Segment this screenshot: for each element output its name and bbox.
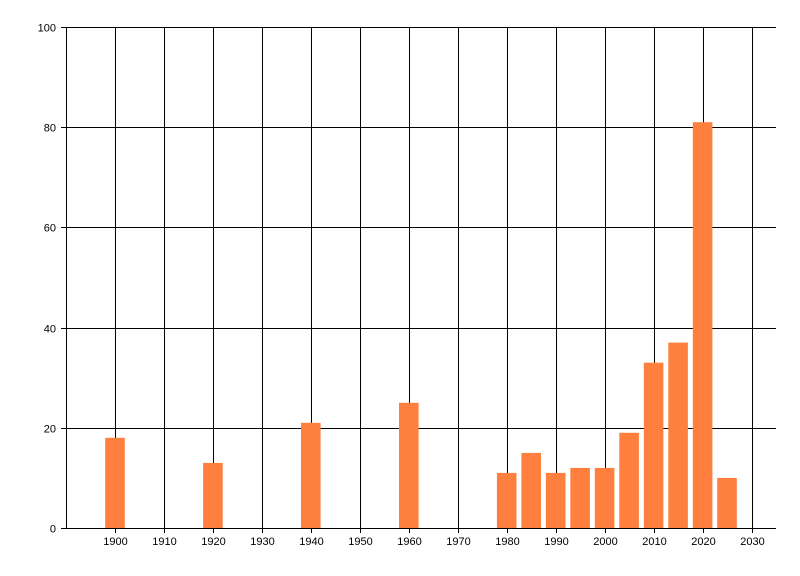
bar-1940 bbox=[301, 422, 321, 528]
x-tick-label-2010: 2010 bbox=[642, 536, 666, 548]
x-tick-label-2000: 2000 bbox=[593, 536, 617, 548]
y-tick-label-40: 40 bbox=[44, 324, 56, 336]
axes bbox=[66, 27, 776, 529]
x-tick-label-1980: 1980 bbox=[495, 536, 519, 548]
x-axis-ticks: 1900 1910 1920 1930 1940 1950 1960 1970 1980 1990… bbox=[103, 528, 765, 548]
bar-1985 bbox=[521, 452, 541, 528]
y-tick-label-0: 0 bbox=[50, 524, 56, 536]
bar-1920 bbox=[203, 462, 223, 528]
x-tick-label-1940: 1940 bbox=[299, 536, 323, 548]
x-tick-label-1970: 1970 bbox=[446, 536, 470, 548]
y-tick-label-100: 100 bbox=[38, 23, 56, 35]
bar-2010 bbox=[643, 362, 664, 528]
bar-1980 bbox=[496, 472, 517, 528]
bar-2025 bbox=[717, 477, 737, 528]
y-axis-ticks: 0 20 40 60 80 100 bbox=[38, 23, 66, 536]
y-tick-label-80: 80 bbox=[44, 123, 56, 135]
y-tick-label-20: 20 bbox=[44, 424, 56, 436]
bar-1995 bbox=[570, 467, 590, 528]
bar-2015 bbox=[668, 342, 688, 528]
bar-1900 bbox=[105, 437, 125, 528]
x-tick-label-1950: 1950 bbox=[348, 536, 372, 548]
x-tick-label-1930: 1930 bbox=[250, 536, 274, 548]
bar-2000 bbox=[594, 467, 615, 528]
x-tick-label-1960: 1960 bbox=[397, 536, 421, 548]
x-tick-label-1920: 1920 bbox=[201, 536, 225, 548]
bar-1960 bbox=[399, 402, 419, 529]
x-tick-label-1990: 1990 bbox=[544, 536, 568, 548]
bar-2020 bbox=[692, 122, 713, 528]
y-tick-label-60: 60 bbox=[44, 223, 56, 235]
x-tick-label-2020: 2020 bbox=[691, 536, 715, 548]
x-tick-label-1910: 1910 bbox=[152, 536, 176, 548]
x-tick-label-1900: 1900 bbox=[103, 536, 127, 548]
bars bbox=[105, 122, 737, 529]
bar-1990 bbox=[545, 472, 566, 528]
x-tick-label-2030: 2030 bbox=[740, 536, 764, 548]
bar-2005 bbox=[619, 432, 639, 528]
